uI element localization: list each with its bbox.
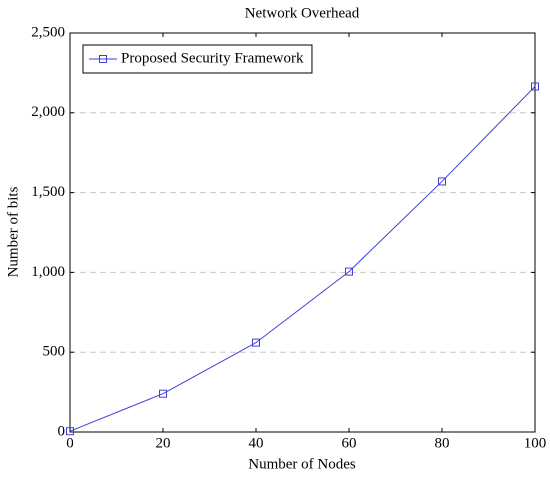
y-tick-label: 500 — [43, 344, 66, 360]
x-tick-label: 0 — [66, 435, 74, 451]
legend-label: Proposed Security Framework — [121, 50, 304, 66]
y-tick-label: 2,000 — [31, 104, 65, 120]
x-tick-label: 40 — [249, 435, 264, 451]
y-tick-label: 1,500 — [31, 184, 65, 200]
marker — [66, 427, 74, 436]
y-axis-label: Number of bits — [5, 186, 21, 277]
x-tick-label: 100 — [524, 435, 547, 451]
marker — [345, 267, 353, 276]
x-tick-label: 20 — [156, 435, 171, 451]
x-tick-label: 60 — [342, 435, 357, 451]
marker — [252, 338, 260, 347]
x-tick-label: 80 — [435, 435, 450, 451]
marker — [438, 177, 446, 186]
marker — [159, 389, 167, 398]
chart-title: Network Overhead — [245, 5, 360, 21]
y-tick-label: 2,500 — [31, 24, 65, 40]
plot-frame — [69, 32, 536, 433]
marker — [531, 82, 539, 91]
y-tick-label: 0 — [58, 423, 66, 439]
y-tick-label: 1,000 — [31, 264, 65, 280]
x-axis-label: Number of Nodes — [248, 456, 356, 472]
legend-marker — [99, 55, 107, 63]
legend-box — [82, 44, 313, 74]
line — [69, 86, 536, 432]
